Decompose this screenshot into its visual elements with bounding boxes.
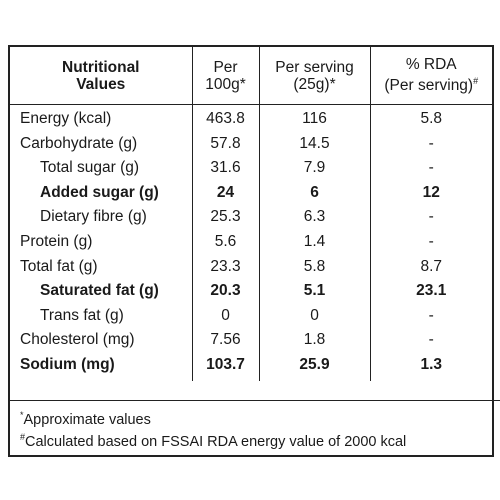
nutrient-cell: Dietary fibre (g): [10, 205, 193, 230]
footnotes: *Approximate values #Calculated based on …: [10, 400, 500, 451]
value-cell: 23.3: [191, 254, 260, 280]
nutrient-cell: Added sugar (g): [10, 180, 193, 206]
header-row: Nutritional Values Per 100g* Per serving (25g…: [10, 47, 492, 105]
row: Sodium (mg) 103.7 25.9 1.3: [10, 352, 492, 381]
nutrient-cell: Protein (g): [10, 229, 193, 255]
value-cell: -: [369, 328, 492, 353]
value-cell: 20.3: [191, 279, 260, 304]
row: Trans fat (g) 0 0-: [10, 303, 492, 329]
value-cell: -: [369, 131, 492, 157]
header-cell: Nutritional Values: [10, 47, 193, 105]
value-cell: 6: [258, 180, 371, 206]
header-text: % RDA: [405, 56, 457, 74]
value-cell: 23.1: [369, 279, 492, 304]
value-cell: 0: [191, 303, 260, 329]
nutrient-cell: Carbohydrate (g): [10, 131, 193, 157]
value-cell: -: [369, 229, 492, 255]
header-cell: % RDA (Per serving)#: [369, 47, 492, 105]
value-cell: 14.5: [258, 131, 371, 157]
row: Carbohydrate (g) 57.8 14.5-: [10, 131, 492, 157]
value-cell: 463.8: [191, 104, 260, 132]
header-cell: Per serving (25g)*: [258, 47, 371, 105]
value-cell: 6.3: [258, 205, 371, 230]
nutrient-cell: Trans fat (g): [10, 303, 193, 329]
value-cell: 5.6: [191, 229, 260, 255]
row: Energy (kcal) 463.8 116 5.8: [10, 104, 492, 132]
value-cell: 1.4: [258, 229, 371, 255]
nutrition-table: Nutritional Values Per 100g* Per serving (25g…: [8, 45, 500, 457]
value-cell: 116: [258, 104, 371, 132]
value-cell: -: [369, 156, 492, 181]
footnote-text: Calculated based on FSSAI RDA energy val…: [25, 433, 407, 450]
nutrient-cell: Cholesterol (mg): [10, 328, 193, 353]
footnote-text: Approximate values: [23, 411, 151, 428]
value-cell: 5.8: [258, 254, 371, 280]
value-cell: -: [369, 205, 492, 230]
value-cell: 57.8: [191, 131, 260, 157]
value-cell: 25.9: [258, 352, 371, 381]
value-cell: 12: [369, 180, 492, 206]
header-text: 100g*: [205, 75, 246, 93]
row: Protein (g) 5.6 1.4-: [10, 229, 492, 255]
header-sup: #: [473, 76, 479, 87]
table: Nutritional Values Per 100g* Per serving (25g…: [10, 47, 492, 381]
header-text: Values: [76, 75, 126, 93]
footnote-mark: #: [20, 431, 26, 442]
value-cell: 7.56: [191, 328, 260, 353]
value-cell: 5.1: [258, 279, 371, 304]
value-cell: 24: [191, 180, 260, 206]
value-cell: 1.8: [258, 328, 371, 353]
header-text: (25g)*: [293, 75, 336, 93]
nutrient-cell: Energy (kcal): [10, 104, 193, 132]
footnote-mark: *: [20, 410, 24, 420]
value-cell: 5.8: [369, 104, 492, 132]
header-text: (Per serving): [384, 77, 474, 95]
value-cell: -: [369, 303, 492, 329]
nutrient-cell: Saturated fat (g): [10, 279, 193, 304]
value-cell: 31.6: [191, 156, 260, 181]
value-cell: 103.7: [191, 352, 260, 381]
row: Total sugar (g) 31.6 7.9-: [10, 156, 492, 181]
footnote: #Calculated based on FSSAI RDA energy va…: [20, 429, 500, 451]
value-cell: 0: [258, 303, 371, 329]
header-text: Per serving: [275, 58, 354, 76]
header-text: Nutritional: [62, 58, 140, 76]
nutrient-cell: Total sugar (g): [10, 156, 193, 181]
header-cell: Per 100g*: [191, 47, 260, 105]
row: Saturated fat (g) 20.3 5.1 23.1: [10, 279, 492, 304]
nutrient-cell: Sodium (mg): [10, 352, 193, 381]
row: Dietary fibre (g) 25.3 6.3-: [10, 205, 492, 230]
row: Total fat (g) 23.3 5.8 8.7: [10, 254, 492, 280]
row: Cholesterol (mg) 7.56 1.8-: [10, 328, 492, 353]
value-cell: 25.3: [191, 205, 260, 230]
value-cell: 1.3: [369, 352, 492, 381]
value-cell: 7.9: [258, 156, 371, 181]
header-text: Per: [213, 58, 238, 76]
table-body: Energy (kcal) 463.8 116 5.8 Carbohydrate (g)…: [10, 104, 492, 381]
footnote: *Approximate values: [20, 407, 500, 429]
nutrient-cell: Total fat (g): [10, 254, 193, 280]
row: Added sugar (g) 24 6 12: [10, 180, 492, 206]
value-cell: 8.7: [369, 254, 492, 280]
